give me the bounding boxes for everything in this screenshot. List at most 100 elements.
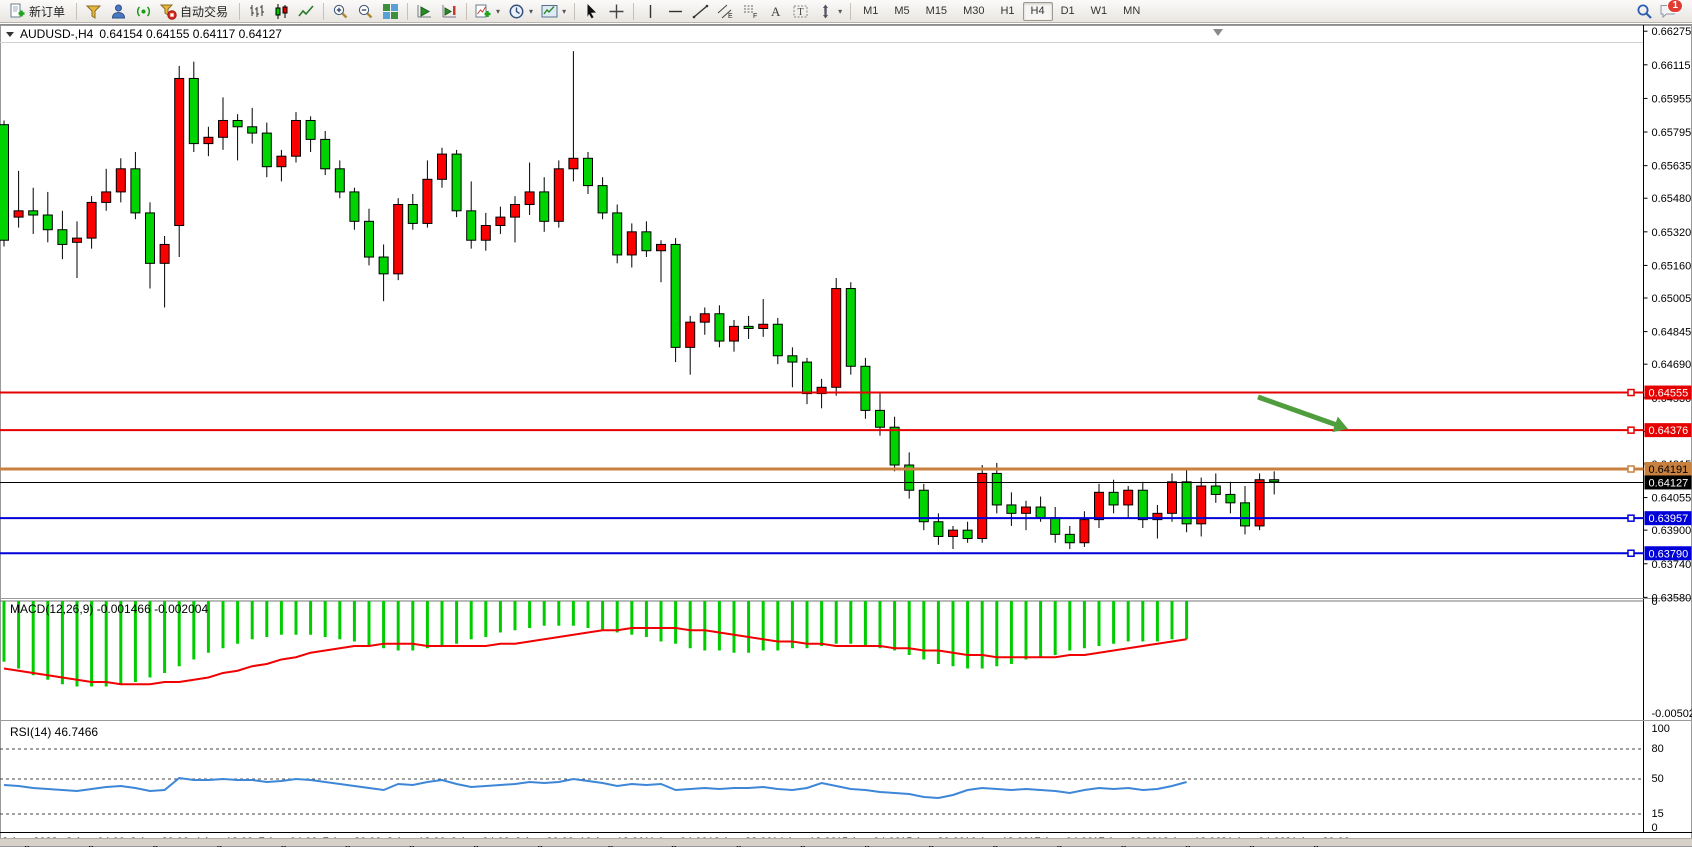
- toolbar-button-cursor[interactable]: [579, 0, 604, 23]
- trend-arrow: [1257, 394, 1340, 429]
- new-order-icon: [9, 3, 26, 20]
- rsi-axis-label: 15: [1652, 808, 1664, 820]
- timeframe-button-M30[interactable]: M30: [963, 4, 985, 17]
- candle-body: [393, 204, 404, 275]
- toolbar-button-trendline[interactable]: [688, 0, 713, 23]
- toolbar-button-crosshair[interactable]: [604, 0, 629, 23]
- signal-icon: [135, 3, 152, 20]
- toolbar-button-chart-shift[interactable]: [437, 0, 462, 23]
- price-chart[interactable]: 0.66275 0.66115 0.65955 0.65795 0.65635 0.654…: [0, 25, 1692, 847]
- candle-body: [991, 472, 1002, 506]
- timeframe-button-H1[interactable]: H1: [1000, 4, 1015, 17]
- toolbar-button-text-label[interactable]: T: [788, 0, 813, 23]
- chart-shift-icon: [441, 3, 458, 20]
- toolbar-button-templates[interactable]: ▾: [537, 0, 570, 23]
- dropdown-caret-icon[interactable]: ▾: [838, 6, 843, 16]
- candle-body: [1269, 479, 1280, 483]
- price-tick-label: 0.65005: [1652, 293, 1692, 305]
- toolbar-button-chart-candles[interactable]: [269, 0, 294, 23]
- notifications-button[interactable]: 1: [1659, 0, 1683, 20]
- toolbar-button-periods[interactable]: ▾: [504, 0, 537, 23]
- candle-body: [1196, 485, 1207, 525]
- rsi-line: [3, 776, 1187, 800]
- toolbar-button-hline[interactable]: [663, 0, 688, 23]
- crosshair-icon: [608, 3, 625, 20]
- toolbar-button-auto-trading[interactable]: 自动交易: [156, 0, 235, 23]
- templates-icon: [541, 3, 558, 20]
- timeframe-button-H4[interactable]: H4: [1022, 1, 1053, 21]
- toolbar-button-chart-bars[interactable]: [244, 0, 269, 23]
- candle-body: [583, 157, 593, 187]
- candle-body: [539, 191, 550, 222]
- timeframe-button-M15[interactable]: M15: [925, 4, 948, 17]
- price-level-label-box: [1644, 385, 1692, 400]
- trend-arrow-head: [1332, 416, 1348, 433]
- price-tick-label: 0.63900: [1652, 525, 1692, 537]
- candle-body: [57, 229, 68, 245]
- toolbar-button-new-order[interactable]: 新订单: [5, 0, 72, 23]
- candle-body: [1094, 491, 1104, 521]
- toolbar-button-text[interactable]: A: [763, 0, 788, 23]
- timeframe-button-W1[interactable]: W1: [1090, 4, 1108, 17]
- toolbar-button-tile-windows[interactable]: [378, 0, 403, 23]
- toolbar-separator: [407, 2, 409, 20]
- candle-body: [962, 529, 973, 540]
- price-level-label: 0.64555: [1649, 388, 1689, 400]
- price-level-marker: [1627, 388, 1635, 397]
- chart-menu-icon[interactable]: [6, 31, 14, 37]
- timeframe-button-M1[interactable]: M1: [863, 4, 879, 17]
- toolbar-button-indicators[interactable]: ▾: [471, 0, 504, 23]
- chart-candles-icon: [273, 3, 290, 20]
- toolbar-button-signal[interactable]: [131, 0, 156, 23]
- toolbar-button-zoom-out[interactable]: [353, 0, 378, 23]
- svg-text:A: A: [771, 4, 781, 19]
- price-tick-label: 0.65795: [1652, 127, 1692, 139]
- zoom-in-icon: [332, 3, 349, 20]
- toolbar-button-auto-scroll[interactable]: [412, 0, 437, 23]
- candle-body: [1006, 504, 1017, 514]
- svg-text:F: F: [753, 13, 757, 20]
- candle-body: [320, 138, 331, 170]
- toolbar-button-zoom-in[interactable]: [328, 0, 353, 23]
- dropdown-caret-icon[interactable]: ▾: [529, 6, 534, 16]
- timeframe-button-MN[interactable]: MN: [1123, 4, 1141, 17]
- toolbar-separator: [239, 2, 241, 20]
- timeframe-button-M5[interactable]: M5: [894, 4, 910, 17]
- toolbar-button-funnel[interactable]: [81, 0, 106, 23]
- toolbar-button-channel[interactable]: E: [713, 0, 738, 23]
- chart-line-icon: [298, 3, 315, 20]
- candle-body: [1210, 485, 1221, 495]
- candle-body: [115, 168, 126, 193]
- trendline-icon: [692, 3, 709, 20]
- toolbar-button-vline[interactable]: [638, 0, 663, 23]
- toolbar-button-label: 新订单: [29, 4, 66, 19]
- candle-body: [1254, 479, 1265, 527]
- toolbar-button-chart-line[interactable]: [294, 0, 319, 23]
- toolbar-button-fibonacci[interactable]: F: [738, 0, 763, 23]
- candle-body: [1167, 481, 1177, 514]
- rsi-label: RSI(14) 46.7466: [10, 725, 99, 739]
- candle-body: [0, 124, 9, 241]
- fibonacci-icon: F: [742, 3, 759, 20]
- candle-body: [232, 119, 243, 128]
- dropdown-caret-icon[interactable]: ▾: [496, 6, 501, 16]
- candle-body: [918, 489, 929, 523]
- price-level-label-box: [1644, 423, 1692, 438]
- price-level-label-box: [1644, 462, 1692, 477]
- expert-advisor-icon: [110, 3, 127, 20]
- chart-symbol-title: AUDUSD-,H4: [20, 27, 94, 41]
- price-level-marker: [1627, 514, 1635, 522]
- toolbar-button-expert-advisor[interactable]: [106, 0, 131, 23]
- candle-body: [130, 168, 141, 214]
- candle-body: [904, 464, 915, 491]
- search-icon[interactable]: [1636, 3, 1653, 20]
- toolbar-separator: [76, 2, 78, 20]
- toolbar-button-arrows[interactable]: ▾: [813, 0, 846, 23]
- candle-body: [174, 77, 185, 227]
- price-level-marker: [1627, 549, 1635, 558]
- candle-body: [729, 325, 739, 342]
- chart-title-bar[interactable]: AUDUSD-,H4 0.64154 0.64155 0.64117 0.641…: [6, 27, 282, 41]
- timeframe-button-D1[interactable]: D1: [1060, 4, 1075, 17]
- dropdown-caret-icon[interactable]: ▾: [562, 6, 567, 16]
